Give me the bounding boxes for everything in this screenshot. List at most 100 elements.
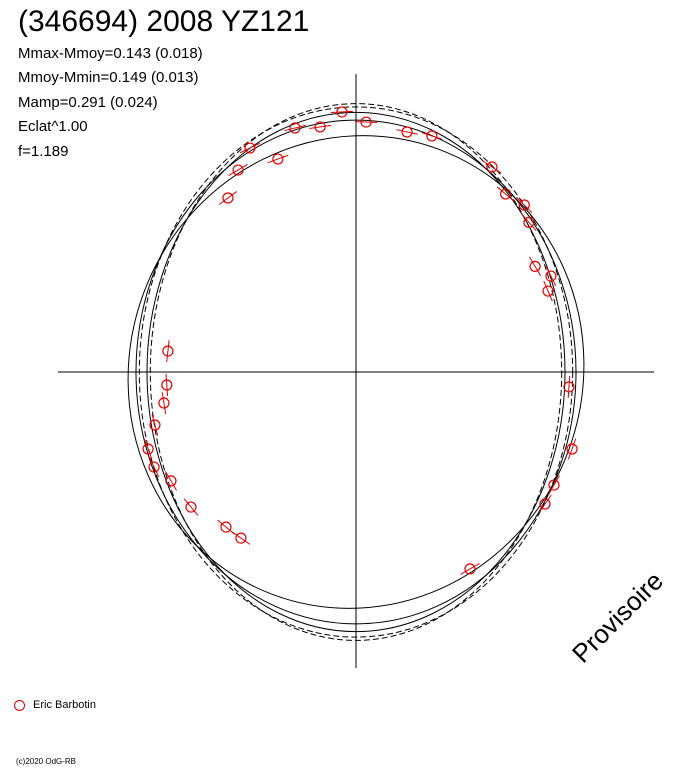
model-curves [127,103,585,641]
error-bar [482,160,502,174]
error-bar [228,164,248,177]
point-marker [542,285,554,297]
model-curve-4 [138,106,574,638]
error-bar [231,531,251,545]
data-point [228,164,248,177]
data-point [421,130,443,142]
error-bar [151,414,159,436]
point-marker [158,397,170,409]
point-marker [244,142,256,154]
data-point [183,498,199,516]
data-point [217,519,235,535]
point-marker [486,161,498,173]
data-point [521,213,537,232]
point-marker [165,475,177,487]
chart-title: (346694) 2008 YZ121 [18,5,310,38]
error-bar [143,438,153,460]
error-bar [516,196,533,214]
data-point [538,494,552,514]
data-point [548,475,560,495]
data-point [460,562,480,575]
data-point [396,126,418,138]
point-marker [401,126,413,138]
data-point [355,116,378,128]
error-bar [543,280,553,302]
model-curve-3 [149,103,563,641]
error-bar [545,265,557,287]
point-marker [161,379,173,391]
point-marker [185,501,197,513]
error-bar [309,124,332,130]
point-marker [563,381,575,393]
error-bar [529,256,542,277]
point-marker [272,153,284,165]
data-point [267,153,289,165]
legend-marker-icon [14,699,25,711]
data-point [158,392,170,414]
error-bar [239,142,261,154]
point-marker [220,521,232,533]
point-marker [360,116,372,128]
error-bar [538,494,552,514]
data-point [496,186,515,202]
error-bar [567,438,577,460]
point-marker [149,419,161,431]
stat-mamp: Mamp=0.291 (0.024) [18,94,158,111]
data-point [529,256,542,277]
data-point [482,160,502,174]
legend-label: Eric Barbotin [33,699,96,711]
error-bar [460,562,480,575]
point-marker [162,345,174,357]
error-bar [548,475,560,495]
data-point [542,280,554,302]
data-point [162,340,174,363]
error-bar [496,186,515,202]
error-bar [330,110,353,114]
point-marker [566,443,578,455]
stat-mmax-mmoy: Mmax-Mmoy=0.143 (0.018) [18,45,203,62]
point-marker [289,122,301,134]
point-marker [523,216,535,228]
error-bar [521,213,537,232]
data-point [148,456,160,478]
data-point [284,122,306,134]
error-bar [218,191,238,205]
point-marker [545,270,557,282]
model-curve-2 [146,111,566,633]
data-point [239,142,261,154]
stat-mmoy-mmin: Mmoy-Mmin=0.149 (0.013) [18,69,199,86]
data-point [566,438,578,460]
data-point [309,121,332,133]
error-bar [148,456,160,478]
error-bar [161,392,167,414]
plot-axes [58,74,654,668]
error-bar [165,373,169,396]
model-curve-1 [135,119,577,625]
point-marker [314,121,326,133]
data-point [218,191,238,205]
point-marker [336,106,348,118]
point-marker [464,563,476,575]
stat-eclat: Eclat^1.00 [18,118,88,135]
data-point [142,438,154,460]
point-marker [232,164,244,176]
data-point [563,375,575,398]
data-point [545,265,557,287]
error-bar [396,129,418,135]
data-point [330,106,353,118]
error-bar [267,154,289,164]
legend: Eric Barbotin [14,698,96,712]
stat-f: f=1.189 [18,143,69,160]
error-bar [284,124,306,132]
error-bar [421,132,443,140]
model-curve-5 [127,135,585,609]
error-bar [183,498,199,516]
data-point [231,531,251,545]
data-point [164,471,177,491]
point-marker [529,260,541,272]
error-bar [355,121,378,124]
point-marker [148,461,160,473]
point-marker [142,443,154,455]
data-point [161,373,173,396]
